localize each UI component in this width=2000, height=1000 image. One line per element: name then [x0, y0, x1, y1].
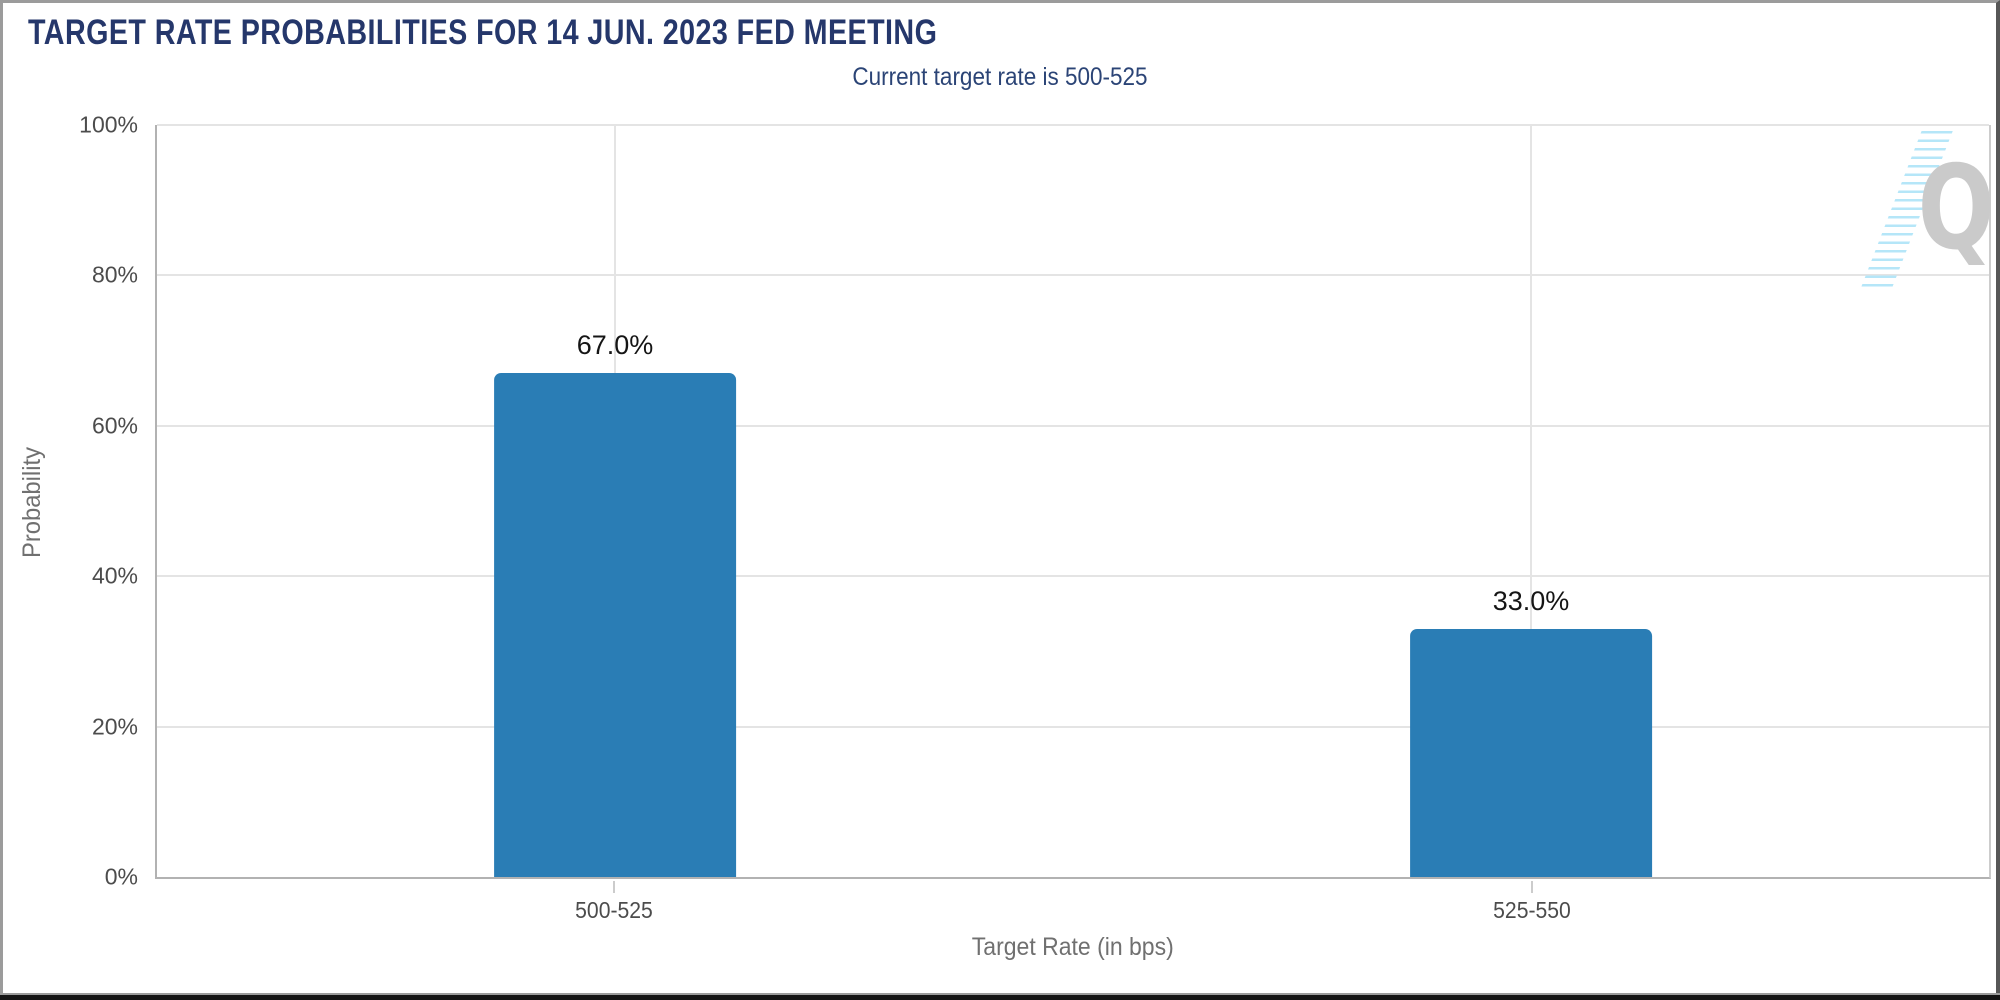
x-tick-label: 500-525 [575, 897, 653, 923]
x-axis-title-wrap: Target Rate (in bps) [155, 933, 1991, 962]
h-gridline [157, 424, 1989, 427]
y-tick-label: 20% [91, 713, 138, 740]
y-tick-label: 0% [104, 863, 138, 890]
h-gridline [157, 274, 1989, 277]
v-gridline [1530, 125, 1532, 877]
chart-subtitle-wrap: Current target rate is 500-525 [3, 63, 1996, 92]
logo: Q [1851, 125, 2000, 293]
y-tick-label: 40% [91, 562, 138, 589]
x-axis-zone: Target Rate (in bps) 500-525 525-550 [155, 879, 1991, 999]
chart-subtitle: Current target rate is 500-525 [851, 63, 1148, 91]
x-tick-mark [1531, 881, 1533, 893]
logo-q-icon: Q [1918, 141, 1995, 276]
y-tick-label: 60% [91, 412, 138, 439]
bottom-black-bar [0, 995, 2000, 1000]
h-gridline [157, 725, 1989, 728]
h-gridline [157, 575, 1989, 578]
x-tick-label: 525-550 [1493, 897, 1571, 923]
y-tick-label: 100% [79, 111, 138, 138]
probability-bar[interactable] [494, 373, 736, 877]
h-gridline [157, 124, 1989, 126]
y-tick-label: 80% [91, 261, 138, 288]
chart-title: TARGET RATE PROBABILITIES FOR 14 JUN. 20… [28, 13, 938, 52]
x-axis-title: Target Rate (in bps) [972, 933, 1174, 961]
plot-area: 67.0% 33.0% [155, 124, 1991, 879]
x-tick-mark [613, 881, 615, 893]
y-axis-tick-labels: 0% 20% 40% 60% 80% 100% [3, 112, 144, 890]
bottom-gray-line [0, 993, 2000, 995]
bar-value-label: 33.0% [1492, 585, 1570, 616]
bar-value-label: 67.0% [576, 330, 654, 361]
probability-bar[interactable] [1410, 628, 1652, 877]
